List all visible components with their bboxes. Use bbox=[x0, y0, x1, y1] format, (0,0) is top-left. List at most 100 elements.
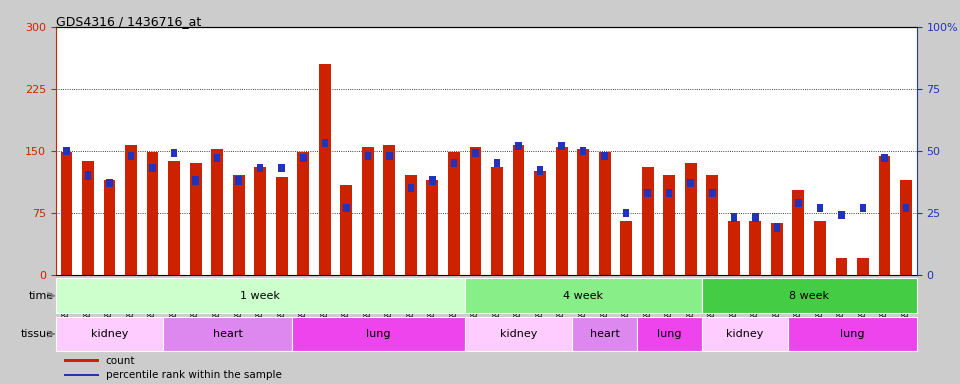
Bar bbox=[469, 147, 481, 275]
Bar bbox=[235, 176, 242, 185]
Bar bbox=[636, 317, 702, 351]
Bar bbox=[860, 204, 866, 212]
Bar bbox=[492, 167, 503, 275]
Bar bbox=[386, 152, 393, 160]
Bar bbox=[63, 147, 70, 155]
Bar bbox=[835, 258, 848, 275]
Bar bbox=[702, 278, 917, 313]
Bar bbox=[537, 166, 543, 175]
Bar bbox=[902, 204, 909, 212]
Bar bbox=[293, 317, 465, 351]
Bar bbox=[56, 317, 163, 351]
Bar bbox=[787, 317, 917, 351]
Bar bbox=[171, 149, 178, 157]
Bar bbox=[168, 161, 180, 275]
Bar bbox=[572, 317, 636, 351]
Bar bbox=[150, 164, 156, 172]
Bar bbox=[64, 374, 99, 376]
Bar bbox=[814, 221, 826, 275]
Bar bbox=[383, 145, 396, 275]
Bar bbox=[580, 147, 587, 155]
Text: 4 week: 4 week bbox=[564, 291, 603, 301]
Bar bbox=[192, 176, 199, 185]
Bar bbox=[107, 179, 112, 187]
Bar bbox=[642, 167, 654, 275]
Bar bbox=[56, 278, 465, 313]
Text: count: count bbox=[106, 356, 135, 366]
Text: lung: lung bbox=[657, 329, 682, 339]
Bar bbox=[644, 189, 651, 197]
Text: kidney: kidney bbox=[91, 329, 129, 339]
Bar bbox=[534, 171, 546, 275]
Bar bbox=[857, 258, 869, 275]
Text: heart: heart bbox=[589, 329, 619, 339]
Bar bbox=[128, 152, 134, 160]
Bar bbox=[408, 184, 414, 192]
Bar bbox=[319, 64, 330, 275]
Text: lung: lung bbox=[840, 329, 864, 339]
Bar bbox=[663, 175, 675, 275]
Bar bbox=[448, 152, 460, 275]
Bar bbox=[429, 176, 436, 185]
Bar bbox=[493, 159, 500, 167]
Bar bbox=[577, 149, 589, 275]
Text: 8 week: 8 week bbox=[789, 291, 829, 301]
Bar bbox=[125, 145, 137, 275]
Bar bbox=[559, 142, 564, 150]
Text: kidney: kidney bbox=[726, 329, 763, 339]
Bar bbox=[147, 152, 158, 275]
Bar bbox=[731, 214, 737, 222]
Bar bbox=[774, 223, 780, 232]
Text: kidney: kidney bbox=[500, 329, 538, 339]
Bar bbox=[513, 145, 524, 275]
Bar bbox=[795, 199, 802, 207]
Bar bbox=[190, 163, 202, 275]
Bar bbox=[666, 189, 673, 197]
Bar bbox=[684, 163, 697, 275]
Text: GDS4316 / 1436716_at: GDS4316 / 1436716_at bbox=[56, 15, 201, 28]
Bar bbox=[426, 180, 439, 275]
Text: percentile rank within the sample: percentile rank within the sample bbox=[106, 370, 281, 380]
Bar bbox=[750, 221, 761, 275]
Text: tissue: tissue bbox=[21, 329, 54, 339]
Bar bbox=[623, 209, 630, 217]
Bar bbox=[211, 149, 223, 275]
Bar bbox=[465, 278, 702, 313]
Bar bbox=[405, 175, 417, 275]
Bar bbox=[792, 190, 804, 275]
Bar bbox=[60, 152, 72, 275]
Bar bbox=[343, 204, 349, 212]
Bar bbox=[599, 152, 611, 275]
Bar bbox=[84, 171, 91, 180]
Bar bbox=[838, 211, 845, 219]
Bar bbox=[341, 185, 352, 275]
Bar bbox=[881, 154, 888, 162]
Bar bbox=[702, 317, 787, 351]
Bar bbox=[82, 161, 94, 275]
Bar bbox=[322, 139, 328, 147]
Bar bbox=[601, 152, 608, 160]
Bar bbox=[450, 159, 457, 167]
Bar bbox=[556, 147, 567, 275]
Bar bbox=[254, 167, 266, 275]
Bar bbox=[365, 152, 372, 160]
Bar bbox=[64, 359, 99, 362]
Text: lung: lung bbox=[367, 329, 391, 339]
Bar bbox=[300, 154, 306, 162]
Bar bbox=[707, 175, 718, 275]
Bar bbox=[687, 179, 694, 187]
Bar bbox=[771, 223, 782, 275]
Bar bbox=[465, 317, 572, 351]
Text: time: time bbox=[29, 291, 54, 301]
Bar bbox=[278, 164, 285, 172]
Bar bbox=[276, 177, 288, 275]
Bar bbox=[298, 152, 309, 275]
Bar bbox=[214, 154, 221, 162]
Bar bbox=[516, 142, 522, 150]
Bar bbox=[104, 180, 115, 275]
Bar bbox=[232, 175, 245, 275]
Bar bbox=[472, 149, 479, 157]
Bar bbox=[362, 147, 373, 275]
Bar bbox=[900, 180, 912, 275]
Bar bbox=[728, 221, 740, 275]
